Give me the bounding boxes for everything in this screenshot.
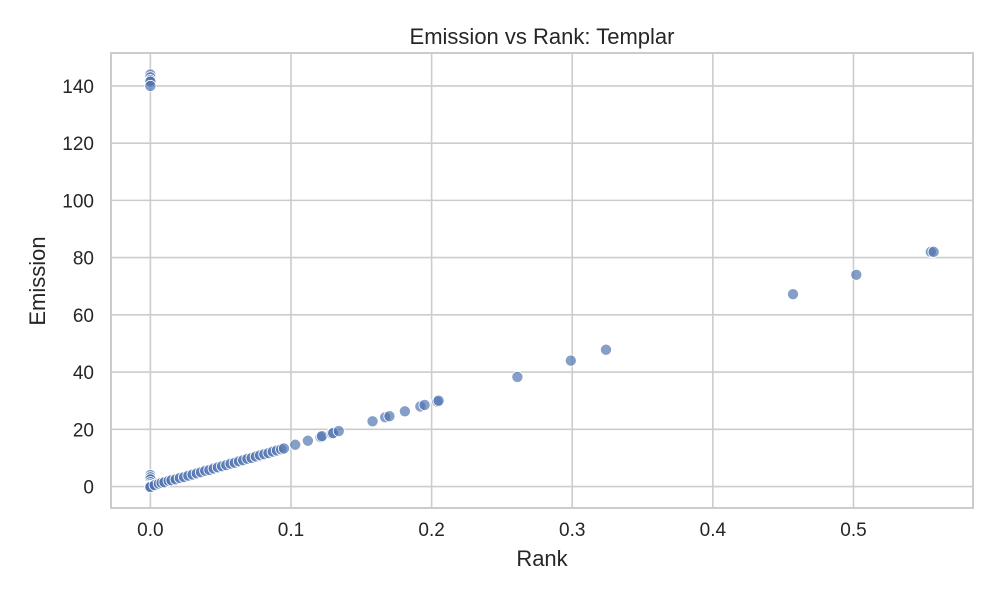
data-point: [332, 425, 345, 438]
data-point: [366, 415, 379, 428]
data-point: [511, 370, 524, 383]
data-point: [418, 398, 431, 411]
x-axis-label: Rank: [516, 546, 568, 571]
y-tick-label: 60: [73, 306, 94, 327]
gridlines: [111, 53, 973, 508]
tick-labels: 0.0 0.1 0.2 0.3 0.4 0.5 0 20 40 60 80 100 120 140: [62, 77, 866, 541]
x-tick-label: 0.1: [278, 520, 304, 541]
x-tick-label: 0.0: [137, 520, 163, 541]
data-point: [144, 79, 157, 92]
data-point: [927, 245, 940, 258]
x-tick-label: 0.4: [700, 520, 727, 541]
data-points: [144, 68, 940, 494]
y-tick-label: 140: [62, 77, 94, 98]
x-tick-label: 0.2: [418, 520, 444, 541]
x-tick-label: 0.3: [559, 520, 585, 541]
data-point: [432, 394, 445, 407]
y-tick-label: 40: [73, 363, 94, 384]
data-point: [564, 354, 577, 367]
y-tick-label: 120: [62, 134, 94, 155]
data-point: [289, 438, 302, 451]
data-point: [787, 288, 800, 301]
data-point: [383, 410, 396, 423]
plot-frame: [110, 52, 974, 509]
data-point: [599, 343, 612, 356]
y-axis-label: Emission: [25, 236, 50, 325]
y-tick-label: 100: [62, 191, 94, 212]
x-tick-label: 0.5: [840, 520, 866, 541]
data-point: [277, 442, 290, 455]
data-point: [398, 405, 411, 418]
y-tick-label: 20: [73, 420, 94, 441]
chart-title: Emission vs Rank: Templar: [410, 24, 675, 49]
y-tick-label: 0: [83, 478, 94, 499]
data-point: [315, 430, 328, 443]
data-point: [301, 434, 314, 447]
data-point: [850, 268, 863, 281]
y-tick-label: 80: [73, 249, 94, 270]
